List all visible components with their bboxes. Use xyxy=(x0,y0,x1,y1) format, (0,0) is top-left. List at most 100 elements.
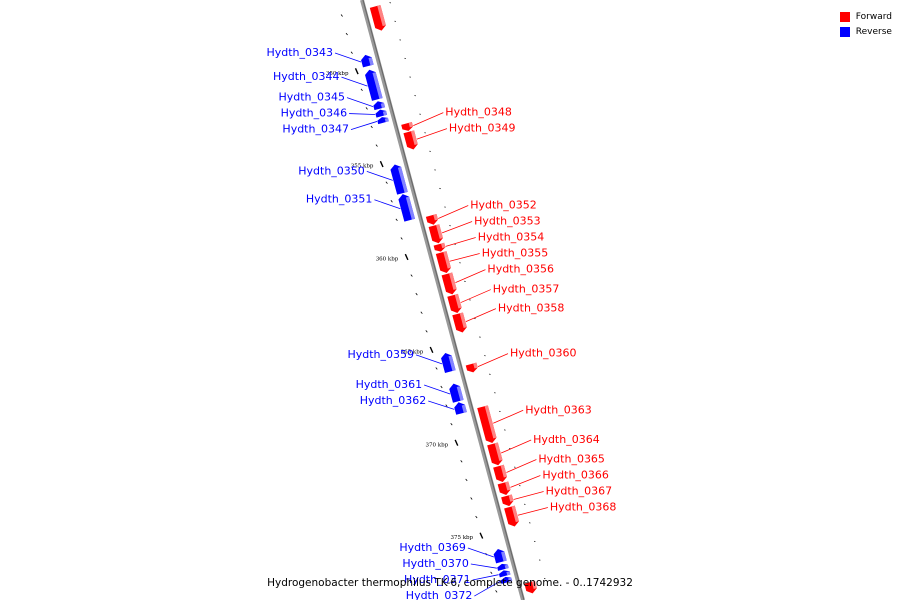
gene-Hydth_0364[interactable] xyxy=(487,442,503,466)
gene-label[interactable]: Hydth_0360 xyxy=(510,347,577,360)
gene-unnamed-0[interactable] xyxy=(369,5,387,32)
gene-Hydth_0358[interactable] xyxy=(452,312,468,333)
gene-highlight xyxy=(531,580,537,590)
gene-label[interactable]: Hydth_0346 xyxy=(281,107,348,120)
gene-label[interactable]: Hydth_0355 xyxy=(482,247,549,260)
gene-Hydth_0359[interactable] xyxy=(440,352,456,374)
label-leader xyxy=(445,237,476,247)
gene-label[interactable]: Hydth_0365 xyxy=(538,453,605,466)
label-leader xyxy=(474,580,501,597)
gene-Hydth_0353[interactable] xyxy=(428,224,444,244)
minor-tick xyxy=(470,497,473,500)
gene-Hydth_0369[interactable] xyxy=(493,548,507,564)
gene-label[interactable]: Hydth_0368 xyxy=(550,501,617,514)
gene-Hydth_0363[interactable] xyxy=(477,405,497,444)
gene-Hydth_0356[interactable] xyxy=(441,272,458,296)
gene-label[interactable]: Hydth_0344 xyxy=(273,70,340,83)
minor-tick xyxy=(370,125,373,129)
genome-caption: Hydrogenobacter thermophilus TK-6, compl… xyxy=(267,577,633,589)
legend-reverse: Reverse xyxy=(839,24,892,39)
minor-tick xyxy=(450,422,453,426)
gene-highlight xyxy=(408,122,414,128)
gene-Hydth_0366[interactable] xyxy=(497,481,512,496)
gene-Hydth_0355[interactable] xyxy=(435,251,452,274)
legend-forward: Forward xyxy=(839,9,892,24)
gene-Hydth_0357[interactable] xyxy=(447,293,462,314)
gene-label[interactable]: Hydth_0364 xyxy=(533,433,600,446)
gene-highlight xyxy=(511,505,519,523)
gene-label[interactable]: Hydth_0370 xyxy=(402,557,469,570)
label-leader xyxy=(413,112,444,126)
gene-Hydth_0347[interactable] xyxy=(377,116,389,125)
gene-label[interactable]: Hydth_0354 xyxy=(478,231,545,244)
gene-label[interactable]: Hydth_0347 xyxy=(282,123,349,136)
gene-label[interactable]: Hydth_0345 xyxy=(278,91,345,104)
gene-Hydth_0365[interactable] xyxy=(493,464,508,484)
gene-highlight xyxy=(443,251,451,269)
gene-label[interactable]: Hydth_0353 xyxy=(474,215,541,228)
gene-Hydth_0362[interactable] xyxy=(453,401,467,415)
gene-Hydth_0354[interactable] xyxy=(433,242,447,253)
gene-unnamed-31[interactable] xyxy=(524,580,538,595)
gene-label[interactable]: Hydth_0367 xyxy=(546,485,613,498)
gene-body xyxy=(477,405,497,443)
gene-label[interactable]: Hydth_0357 xyxy=(493,283,560,296)
gene-label[interactable]: Hydth_0362 xyxy=(360,394,427,407)
gene-highlight xyxy=(448,355,456,372)
gene-label[interactable]: Hydth_0363 xyxy=(525,403,592,416)
gene-highlight xyxy=(410,130,418,146)
gene-Hydth_0372[interactable] xyxy=(500,575,513,584)
label-leader xyxy=(472,574,499,581)
gene-highlight xyxy=(506,571,511,576)
backbone-line xyxy=(360,0,525,600)
gene-highlight xyxy=(384,117,389,123)
gene-label[interactable]: Hydth_0358 xyxy=(498,302,565,315)
gene-Hydth_0352[interactable] xyxy=(425,213,439,226)
label-leader xyxy=(346,97,374,107)
gene-highlight xyxy=(504,564,509,569)
gene-label[interactable]: Hydth_0348 xyxy=(445,106,512,119)
gene-label[interactable]: Hydth_0359 xyxy=(347,348,414,361)
gene-label[interactable]: Hydth_0343 xyxy=(266,46,333,59)
gene-highlight xyxy=(501,551,507,562)
gene-highlight xyxy=(372,72,383,99)
gene-label[interactable]: Hydth_0352 xyxy=(470,199,537,212)
gene-Hydth_0370[interactable] xyxy=(497,562,509,571)
gene-Hydth_0360[interactable] xyxy=(465,362,479,374)
strand-legend: Forward Reverse xyxy=(839,9,892,39)
gene-label[interactable]: Hydth_0361 xyxy=(356,378,423,391)
gene-highlight xyxy=(368,57,374,66)
gene-Hydth_0371[interactable] xyxy=(498,569,511,578)
gene-Hydth_0343[interactable] xyxy=(360,53,374,68)
gene-label[interactable]: Hydth_0349 xyxy=(449,122,516,135)
label-leader xyxy=(415,354,443,365)
gene-Hydth_0350[interactable] xyxy=(389,163,408,195)
gene-Hydth_0349[interactable] xyxy=(403,130,418,150)
minor-tick xyxy=(490,571,493,574)
label-leader xyxy=(424,384,451,395)
gene-label[interactable]: Hydth_0350 xyxy=(298,164,365,177)
gene-highlight xyxy=(508,494,514,502)
minor-tick xyxy=(475,515,478,519)
gene-Hydth_0368[interactable] xyxy=(504,505,520,528)
legend-reverse-swatch xyxy=(839,26,850,37)
gene-label[interactable]: Hydth_0351 xyxy=(306,193,373,206)
minor-tick xyxy=(395,218,398,222)
gene-Hydth_0344[interactable] xyxy=(364,68,383,101)
gene-label[interactable]: Hydth_0371 xyxy=(404,573,471,586)
gene-label[interactable]: Hydth_0369 xyxy=(399,541,466,554)
gene-Hydth_0345[interactable] xyxy=(372,100,386,111)
gene-Hydth_0346[interactable] xyxy=(375,108,388,118)
gene-label[interactable]: Hydth_0356 xyxy=(487,263,554,276)
gene-Hydth_0361[interactable] xyxy=(448,382,464,403)
gene-Hydth_0351[interactable] xyxy=(397,193,416,222)
gene-Hydth_0367[interactable] xyxy=(501,494,514,507)
gene-label[interactable]: Hydth_0366 xyxy=(542,469,609,482)
backbone-shade xyxy=(362,0,525,600)
minor-tick xyxy=(345,32,348,36)
label-leader xyxy=(513,491,544,500)
gene-Hydth_0348[interactable] xyxy=(401,122,414,132)
gene-highlight xyxy=(449,272,457,290)
gene-highlight xyxy=(382,110,388,116)
gene-label[interactable]: Hydth_0372 xyxy=(406,589,473,600)
